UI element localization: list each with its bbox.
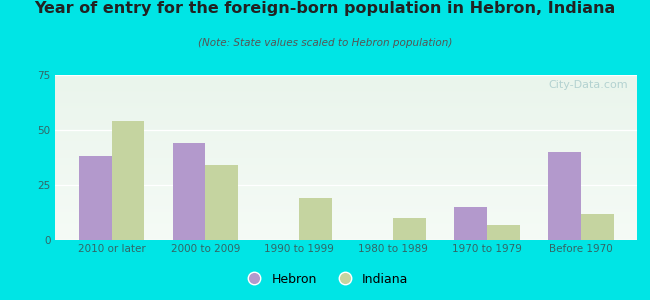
Bar [393,218,426,240]
Bar [112,121,144,240]
Bar [580,214,614,240]
Legend: Hebron, Indiana: Hebron, Indiana [237,268,413,291]
Bar [454,207,487,240]
Bar [299,198,332,240]
Bar [172,143,205,240]
Bar [79,156,112,240]
Text: (Note: State values scaled to Hebron population): (Note: State values scaled to Hebron pop… [198,38,452,47]
Bar [205,165,238,240]
Text: City-Data.com: City-Data.com [549,80,629,90]
Bar [548,152,580,240]
Text: Year of entry for the foreign-born population in Hebron, Indiana: Year of entry for the foreign-born popul… [34,2,616,16]
Bar [487,225,520,240]
